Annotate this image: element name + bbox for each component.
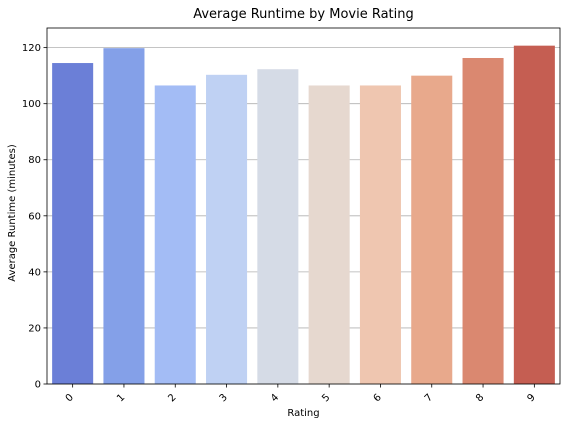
bars [52,45,555,385]
y-tick-label: 20 [28,323,41,334]
bar [411,75,453,385]
y-axis-ticks: 0 20 40 60 80 100 120 [22,43,47,391]
bar [462,57,504,384]
bar [103,48,145,384]
bar [206,74,248,385]
chart-title: Average Runtime by Movie Rating [193,7,414,22]
y-tick-label: 0 [35,380,41,391]
plot-frame [46,27,561,385]
bar [308,85,350,384]
x-tick-label: 8 [474,392,486,404]
x-tick-label: 1 [115,392,127,404]
x-tick-label: 6 [372,392,384,404]
x-axis-label: Rating [287,408,319,419]
y-tick-label: 100 [22,99,41,110]
y-tick-label: 80 [28,155,41,166]
x-tick-label: 7 [423,392,435,404]
y-tick-label: 60 [28,211,41,222]
bar [359,85,401,384]
y-axis-label: Average Runtime (minutes) [7,144,18,282]
bar [154,85,196,384]
x-tick-label: 0 [64,392,76,404]
bar [257,69,299,384]
bar [52,63,94,385]
y-tick-label: 40 [28,267,41,278]
x-tick-label: 4 [269,392,281,404]
x-axis-ticks: 0 1 2 3 4 5 6 7 8 9 [64,384,538,404]
x-tick-label: 9 [525,392,537,404]
bar [513,45,555,384]
x-tick-label: 2 [166,392,178,404]
x-tick-label: 3 [218,392,230,404]
y-tick-label: 120 [22,43,41,54]
x-tick-label: 5 [320,392,332,404]
